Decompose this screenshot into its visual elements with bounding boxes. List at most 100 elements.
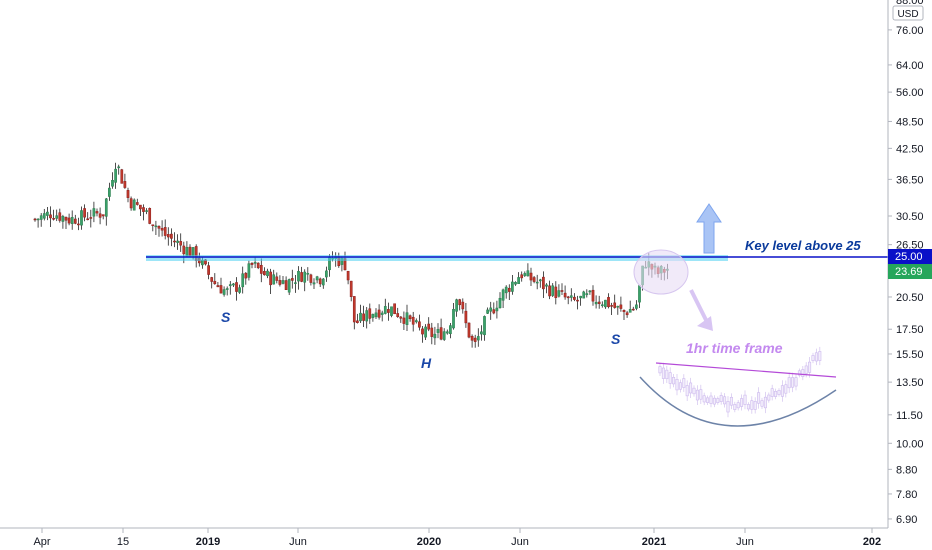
candle-body <box>64 216 68 221</box>
candle-body <box>625 312 629 316</box>
candle-body <box>39 215 43 220</box>
candle-body <box>312 282 316 285</box>
candle-body <box>433 333 437 339</box>
candle-body <box>504 286 508 294</box>
candle-body <box>573 296 576 300</box>
y-tick-label: 10.00 <box>896 438 924 450</box>
candle-body <box>529 272 533 281</box>
pattern-label-right-shoulder: S <box>611 331 621 347</box>
candle-body <box>253 262 257 264</box>
candle-body <box>104 198 108 217</box>
y-tick-label: 48.50 <box>896 116 924 128</box>
candle-body <box>486 309 489 314</box>
candle-body <box>436 329 440 333</box>
inset-candle-body <box>661 367 665 379</box>
price-label-current-bg <box>888 264 932 279</box>
candle-body <box>185 247 189 257</box>
inset-candle-body <box>678 382 682 390</box>
y-axis[interactable]: 76.00 64.00 56.00 48.50 42.50 36.50 30.50 26.50… <box>888 0 924 526</box>
candle-body <box>92 208 96 217</box>
x-tick-label: Jun <box>289 536 307 548</box>
candle-body <box>399 316 403 319</box>
candle-body <box>309 274 313 283</box>
inset-candle-body <box>791 377 795 388</box>
y-tick-label: 36.50 <box>896 174 924 186</box>
y-tick-label: 76.00 <box>896 25 924 37</box>
price-label-25-bg <box>888 249 932 264</box>
candle-body <box>132 199 136 211</box>
candle-body <box>635 304 638 309</box>
inset-candle-body <box>719 395 723 402</box>
candle-body <box>480 331 483 335</box>
candle-body <box>511 281 514 292</box>
inset-candle-body <box>811 355 815 361</box>
currency-badge[interactable] <box>892 5 924 21</box>
y-tick-label: 20.50 <box>896 292 924 304</box>
candle-body <box>383 306 387 314</box>
candle-body <box>269 271 272 286</box>
candle-body <box>101 214 105 217</box>
candle-body <box>294 282 297 284</box>
inset-candle-body <box>726 401 730 413</box>
candle-body <box>514 282 517 285</box>
inset-candle-body <box>736 402 740 409</box>
candle-body <box>325 270 328 278</box>
candle-body <box>290 278 294 281</box>
candle-body <box>188 246 192 257</box>
candle-body <box>390 306 393 316</box>
inset-candle-body <box>668 372 672 384</box>
y-tick-label: 6.90 <box>896 514 917 526</box>
candle-body <box>619 304 623 309</box>
candle-body <box>588 290 592 293</box>
candle-body <box>616 305 620 308</box>
candle-body <box>111 180 114 187</box>
candle-body <box>272 274 276 285</box>
x-axis[interactable]: Apr 15 2019 Jun 2020 Jun 2021 Jun 202 <box>33 528 881 548</box>
candle-body <box>566 296 570 299</box>
candle-body <box>306 273 310 275</box>
candle-body <box>160 228 164 231</box>
candle-body <box>393 303 396 315</box>
candle-body <box>591 289 595 302</box>
candle-body <box>492 309 496 314</box>
inset-candle-body <box>716 398 720 403</box>
candle-body <box>89 217 93 219</box>
candle-body <box>638 285 641 303</box>
candle-body <box>73 218 77 224</box>
candle-body <box>52 218 55 220</box>
inset-candle-body <box>746 404 750 410</box>
candle-body <box>98 213 102 218</box>
inset-candle-body <box>818 351 822 361</box>
candle-body <box>597 301 601 304</box>
candle-body <box>222 289 226 295</box>
candle-body <box>83 208 86 218</box>
breakout-highlight-circle <box>633 249 689 295</box>
candle-body <box>473 337 477 342</box>
y-tick-label: 13.50 <box>896 377 924 389</box>
candle-body <box>362 313 365 321</box>
candle-body <box>455 299 458 312</box>
key-level-label: Key level above 25 <box>745 238 861 253</box>
inset-candle-body <box>706 397 710 403</box>
candle-body <box>232 283 235 286</box>
candle-body <box>219 285 223 294</box>
candle-body <box>139 204 142 210</box>
candle-body <box>613 302 617 308</box>
y-tick-label: 15.50 <box>896 349 924 361</box>
candle-body <box>359 312 362 322</box>
candle-body <box>489 307 493 312</box>
candle-body <box>182 245 186 255</box>
candle-body <box>563 292 567 298</box>
candle-body <box>538 279 542 282</box>
candle-body <box>148 208 152 224</box>
y-tick-label: 42.50 <box>896 143 924 155</box>
hourly-inset-chart <box>658 346 822 418</box>
inset-candle-body <box>750 400 754 410</box>
candle-body <box>266 270 269 277</box>
candle-body <box>36 218 40 221</box>
candle-body <box>483 316 486 336</box>
candle-body <box>228 284 232 287</box>
candle-body <box>300 272 303 282</box>
candle-body <box>114 168 117 183</box>
